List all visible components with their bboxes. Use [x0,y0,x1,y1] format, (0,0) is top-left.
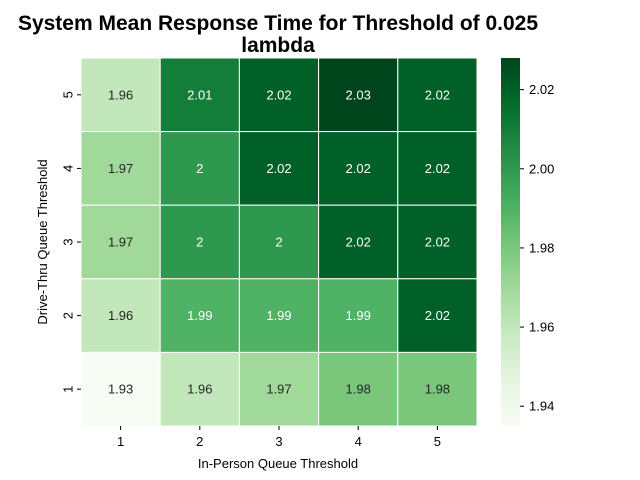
heatmap-cell-labels: 1.96 2.01 2.02 2.03 2.02 1.97 2 2.02 2.02 2.02 1.9… [108,87,450,396]
cell-label-r1-c1: 2 [196,161,203,176]
cell-label-r4-c1: 1.96 [187,382,212,397]
cell-label-r1-c0: 1.97 [108,161,133,176]
heatmap-cell-r1-c0 [80,131,161,206]
heatmap-cell-r0-c0 [80,57,161,133]
y-tick-label-1: 1 [61,386,76,393]
cell-label-r3-c3: 1.99 [346,308,371,323]
heatmap-cell-r2-c3 [318,204,399,280]
chart-title-line-2: lambda [241,34,315,57]
cell-label-r3-c2: 1.99 [266,308,291,323]
cell-label-r2-c0: 1.97 [108,235,133,250]
cell-label-r1-c3: 2.02 [346,161,371,176]
heatmap-cell-r4-c4 [397,351,478,427]
cell-label-r1-c4: 2.02 [425,161,450,176]
cell-label-r4-c3: 1.98 [346,382,371,397]
y-tick-label-5: 5 [61,91,76,98]
cell-label-r4-c0: 1.93 [108,382,133,397]
x-axis-ticks: 1 2 3 4 5 [117,426,441,449]
colorbar-tick-label-1: 1.96 [529,320,554,335]
cell-label-r0-c3: 2.03 [346,87,371,102]
cell-label-r1-c2: 2.02 [266,161,291,176]
cell-label-r4-c2: 1.97 [266,382,291,397]
cell-label-r0-c2: 2.02 [266,87,291,102]
heatmap-cell-r3-c1 [159,278,240,353]
heatmap-cell-r2-c1 [159,204,240,280]
cell-label-r3-c0: 1.96 [108,308,133,323]
heatmap-cell-r3-c4 [397,278,478,353]
cell-label-r3-c4: 2.02 [425,308,450,323]
colorbar-tick-label-3: 2.00 [529,161,554,176]
y-tick-label-2: 2 [61,312,76,319]
x-tick-label-4: 4 [355,434,362,449]
heatmap-cell-r1-c2 [238,131,320,206]
heatmap-cell-r2-c4 [397,204,478,280]
heatmap-cell-r4-c2 [238,351,320,427]
cell-label-r2-c2: 2 [275,235,282,250]
y-axis-ticks: 5 4 3 2 1 [61,91,81,393]
x-tick-label-5: 5 [434,434,441,449]
y-tick-label-3: 3 [61,238,76,245]
heatmap-cell-r0-c2 [238,57,320,133]
x-tick-label-3: 3 [275,434,282,449]
cell-label-r2-c3: 2.02 [346,235,371,250]
cell-label-r4-c4: 1.98 [425,382,450,397]
heatmap-cell-r2-c2 [238,204,320,280]
colorbar-tick-label-0: 1.94 [529,399,554,414]
x-tick-label-2: 2 [196,434,203,449]
chart-title-line-1: System Mean Response Time for Threshold … [18,12,538,35]
y-tick-label-4: 4 [61,165,76,172]
colorbar-tick-label-2: 1.98 [529,240,554,255]
x-axis-label: In-Person Queue Threshold [198,456,358,471]
colorbar-tick-label-4: 2.02 [529,82,554,97]
heatmap-cell-r3-c2 [238,278,320,353]
cell-label-r0-c0: 1.96 [108,87,133,102]
colorbar [501,58,520,426]
heatmap-cells [80,57,478,427]
cell-label-r0-c4: 2.02 [425,87,450,102]
heatmap-cell-r4-c1 [159,351,240,427]
x-tick-label-1: 1 [117,434,124,449]
cell-label-r3-c1: 1.99 [187,308,212,323]
y-axis-label: Drive-Thru Queue Threshold [35,159,50,324]
cell-label-r2-c4: 2.02 [425,235,450,250]
cell-label-r0-c1: 2.01 [187,87,212,102]
heatmap-cell-r0-c1 [159,57,240,133]
heatmap-cell-r0-c3 [318,57,399,133]
cell-label-r2-c1: 2 [196,235,203,250]
heatmap-cell-r3-c3 [318,278,399,353]
heatmap-cell-r4-c0 [80,351,161,427]
heatmap-cell-r0-c4 [397,57,478,133]
heatmap-cell-r1-c4 [397,131,478,206]
colorbar-ticks: 1.94 1.96 1.98 2.00 2.02 [520,82,554,414]
